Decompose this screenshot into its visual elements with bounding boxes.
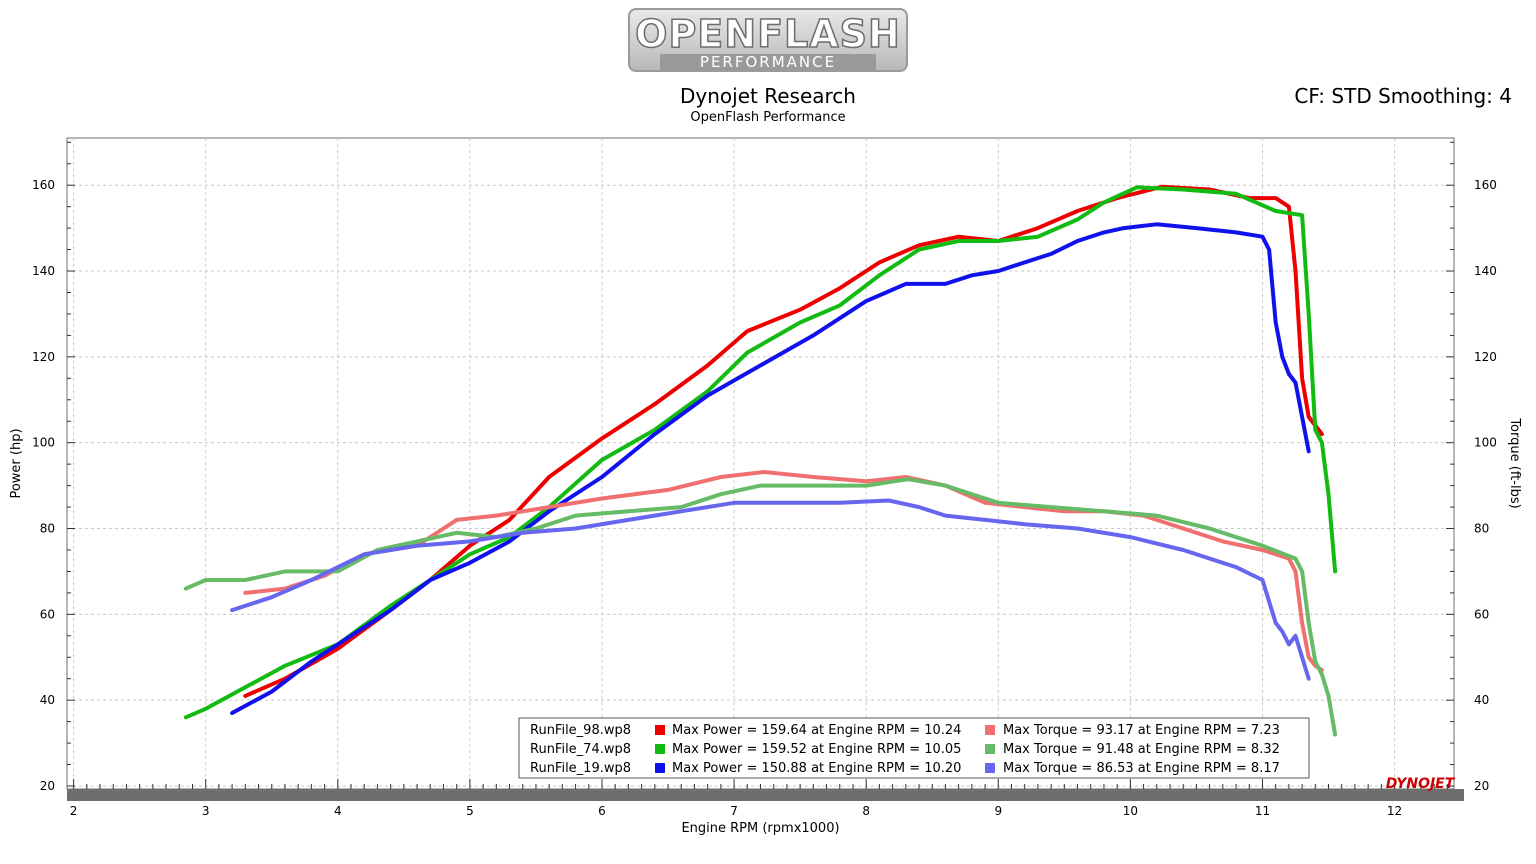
torque-line-blue_light [230,498,1311,681]
y-tick-label: 120 [32,350,55,364]
y-tick-label: 60 [40,607,55,621]
x-tick-label: 2 [70,804,78,818]
y-tick-label: 40 [40,693,55,707]
x-tick-label: 7 [730,804,738,818]
legend-torque-swatch [985,725,995,735]
x-tick-label: 12 [1387,804,1402,818]
chart-subtitle: OpenFlash Performance [690,110,846,125]
legend-torque-text: Max Torque = 91.48 at Engine RPM = 8.32 [1003,742,1280,757]
y-tick-label: 20 [40,779,55,793]
y2-tick-label: 80 [1474,522,1489,536]
x-tick-label: 11 [1255,804,1270,818]
x-tick-label: 5 [466,804,474,818]
x-tick-label: 9 [994,804,1002,818]
legend-power-text: Max Power = 159.52 at Engine RPM = 10.05 [672,742,961,757]
legend-torque-text: Max Torque = 86.53 at Engine RPM = 8.17 [1003,761,1280,776]
y-tick-label: 80 [40,522,55,536]
dynojet-brand: DYNOJET [1386,776,1456,792]
x-axis-bar [67,789,1464,801]
legend-power-text: Max Power = 159.64 at Engine RPM = 10.24 [672,723,961,738]
legend-run-name: RunFile_98.wp8 [530,723,631,738]
y2-tick-label: 40 [1474,693,1489,707]
legend-power-swatch [655,763,665,773]
power-line-red [243,184,1324,698]
legend-power-swatch [655,725,665,735]
y-tick-label: 160 [32,178,55,192]
x-tick-label: 8 [862,804,870,818]
legend-box [518,717,1310,779]
legend-torque-swatch [985,763,995,773]
y2-tick-label: 140 [1474,264,1497,278]
x-tick-label: 4 [334,804,342,818]
correction-factor-label: CF: STD Smoothing: 4 [1294,84,1512,108]
logo-top-text: OPENFLASH [634,11,901,57]
power-line-green [183,185,1338,720]
x-tick-label: 6 [598,804,606,818]
legend-power-text: Max Power = 150.88 at Engine RPM = 10.20 [672,761,961,776]
chart-title: Dynojet Research [680,84,856,108]
legend-run-name: RunFile_74.wp8 [530,742,631,757]
openflash-logo: OPENFLASH PERFORMANCE [628,8,908,72]
x-tick-label: 3 [202,804,210,818]
y2-tick-label: 160 [1474,178,1497,192]
logo-band [660,54,876,70]
legend-run-name: RunFile_19.wp8 [530,761,631,776]
legend-power-swatch [655,744,665,754]
y2-tick-label: 100 [1474,436,1497,450]
y-axis-title: Power (hp) [9,428,24,498]
y2-tick-label: 60 [1474,607,1489,621]
torque-line-green_light [183,477,1338,737]
x-axis-title: Engine RPM (rpmx1000) [681,821,839,836]
x-tick-label: 10 [1123,804,1138,818]
legend-torque-text: Max Torque = 93.17 at Engine RPM = 7.23 [1003,723,1280,738]
legend-torque-swatch [985,744,995,754]
y2-tick-label: 20 [1474,779,1489,793]
y-tick-label: 100 [32,436,55,450]
logo-bottom-text: PERFORMANCE [699,53,837,71]
y2-tick-label: 120 [1474,350,1497,364]
power-line-blue [230,222,1311,715]
y-tick-label: 140 [32,264,55,278]
plot-area [66,137,1455,790]
y2-axis-title: Torque (ft-lbs) [1507,417,1522,508]
